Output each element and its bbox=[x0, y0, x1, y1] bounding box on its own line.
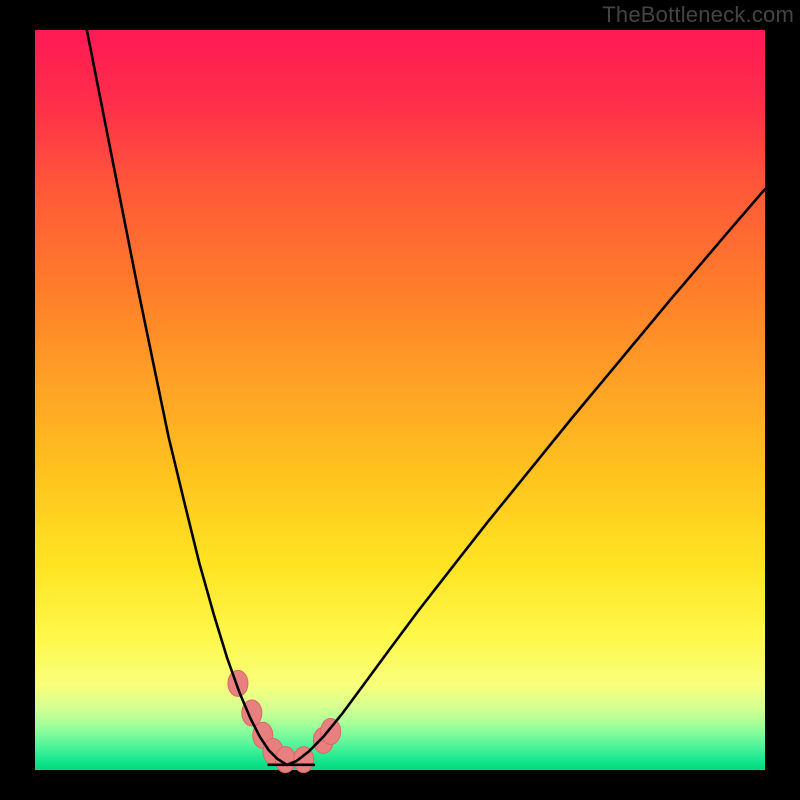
curve-layer bbox=[35, 30, 765, 770]
marker-group bbox=[228, 670, 341, 772]
marker-dot bbox=[228, 670, 248, 696]
marker-dot bbox=[321, 719, 341, 745]
plot-area bbox=[35, 30, 765, 770]
watermark-text: TheBottleneck.com bbox=[602, 2, 794, 28]
curve-left-branch bbox=[87, 30, 287, 765]
curve-right-branch bbox=[287, 189, 765, 765]
